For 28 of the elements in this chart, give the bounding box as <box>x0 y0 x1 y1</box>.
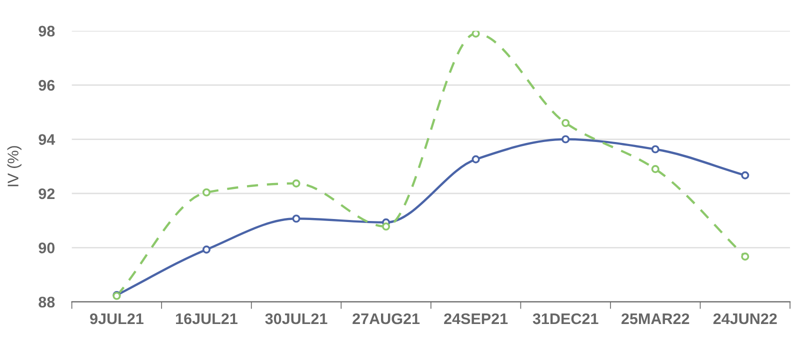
y-axis-title: IV (%) <box>7 146 22 186</box>
x-tick-label: 27AUG21 <box>352 313 420 324</box>
y-tick-label: 88 <box>38 296 55 308</box>
x-tick-label: 31DEC21 <box>532 313 598 324</box>
point <box>562 135 570 144</box>
y-tick-label: 94 <box>38 134 56 145</box>
point <box>202 188 211 196</box>
x-tick-label: 25MAR22 <box>622 313 690 324</box>
x-tick-label: 24JUN22 <box>713 313 777 324</box>
y-tick-label: 96 <box>38 80 55 91</box>
point <box>202 246 211 254</box>
point <box>741 252 750 261</box>
point <box>741 171 750 180</box>
point <box>472 155 480 164</box>
point <box>382 222 390 231</box>
x-tick-label: 30JUL21 <box>265 313 328 324</box>
x-tick-label: 24SEP21 <box>444 313 508 324</box>
point <box>292 214 300 223</box>
point <box>651 145 660 154</box>
point <box>651 165 660 174</box>
y-tick-label: 98 <box>38 26 55 37</box>
point <box>292 179 300 188</box>
point <box>472 30 480 38</box>
point <box>562 118 570 128</box>
y-tick-label: 90 <box>38 242 55 254</box>
x-tick-label: 16JUL21 <box>176 313 238 324</box>
y-tick-label: 92 <box>38 188 55 200</box>
x-tick-label: 9JUL21 <box>90 313 144 324</box>
